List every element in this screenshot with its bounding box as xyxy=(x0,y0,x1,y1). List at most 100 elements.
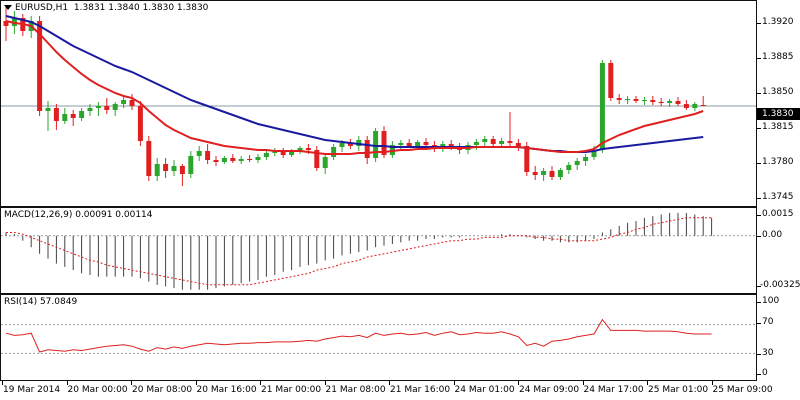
time-axis[interactable]: 19 Mar 2014 20 Mar 00:00 20 Mar 08:00 20 Ma… xyxy=(0,381,800,400)
price-level-label: 1.3815 xyxy=(762,122,794,132)
collapse-triangle-icon[interactable] xyxy=(4,5,12,10)
candle-body xyxy=(473,142,479,145)
candle-body xyxy=(263,153,269,157)
rsi-level-label: 30 xyxy=(762,348,774,358)
price-tick xyxy=(757,128,761,129)
candle-body xyxy=(608,63,614,98)
rsi-pane[interactable]: RSI(14) 57.0849 xyxy=(0,294,757,381)
candle-body xyxy=(87,108,93,111)
candle-body xyxy=(53,108,59,121)
time-tick xyxy=(324,381,326,385)
candle-body xyxy=(448,144,454,147)
candle-body xyxy=(574,161,580,165)
candle-body xyxy=(104,106,110,110)
price-level-label: 1.3850 xyxy=(762,87,794,97)
candle-body xyxy=(37,21,43,111)
candle-body xyxy=(406,143,412,146)
price-tick xyxy=(757,93,761,94)
candle-body xyxy=(423,142,429,145)
candle-body xyxy=(524,146,530,172)
macd-pane[interactable]: MACD(12,26,9) 0.00091 0.00114 xyxy=(0,207,757,294)
candle-body xyxy=(658,102,664,103)
price-level-label: 1.3745 xyxy=(762,192,794,202)
candle-body xyxy=(415,142,421,146)
rsi-axis[interactable]: 100 70 30 0 xyxy=(757,294,800,381)
macd-level-label: -0.00325 xyxy=(760,280,800,290)
rsi-tick xyxy=(757,323,761,324)
candle-body xyxy=(179,166,185,174)
candle-body xyxy=(490,139,496,144)
ohlc-readout: 1.3831 1.3840 1.3830 1.3830 xyxy=(73,3,209,13)
rsi-tick xyxy=(757,302,761,303)
candle-body xyxy=(188,156,194,174)
time-label: 24 Mar 09:00 xyxy=(519,385,580,395)
candle-body xyxy=(549,171,555,177)
candle-body xyxy=(667,101,673,103)
time-label: 19 Mar 2014 xyxy=(3,385,61,395)
price-level-label: 1.3885 xyxy=(762,52,794,62)
time-label: 24 Mar 17:00 xyxy=(583,385,644,395)
candle-body xyxy=(507,141,513,143)
candle-body xyxy=(364,140,370,158)
rsi-tick xyxy=(757,374,761,375)
candle-body xyxy=(146,141,152,176)
macd-tick xyxy=(757,215,761,216)
candle-body xyxy=(238,159,244,161)
rsi-level-label: 100 xyxy=(762,296,780,306)
price-level-label: 1.3780 xyxy=(762,157,794,167)
time-label: 20 Mar 16:00 xyxy=(196,385,257,395)
candle-body xyxy=(314,150,320,168)
candle-body xyxy=(171,166,177,171)
price-tick xyxy=(757,23,761,24)
candle-body xyxy=(557,170,563,177)
candle-body xyxy=(641,100,647,101)
candle-body xyxy=(62,114,68,121)
candle-body xyxy=(331,147,337,157)
macd-signal-line xyxy=(6,217,712,286)
price-level-label: 1.3920 xyxy=(762,17,794,27)
macd-axis[interactable]: 0.0015 0.00 -0.00325 xyxy=(757,207,800,294)
candle-body xyxy=(121,100,127,104)
time-label: 20 Mar 00:00 xyxy=(67,385,128,395)
candle-body xyxy=(213,160,219,162)
price-axis[interactable]: 1.3920 1.3885 1.3850 1.3815 1.3780 1.374… xyxy=(757,0,800,207)
candle-body xyxy=(650,100,656,102)
candle-body xyxy=(79,111,85,118)
time-tick xyxy=(260,381,261,385)
time-tick xyxy=(518,381,519,385)
candle-body xyxy=(339,143,345,147)
candle-body xyxy=(347,143,353,146)
candle-body xyxy=(675,101,681,104)
price-chart-title: EURUSD,H1 1.3831 1.3840 1.3830 1.3830 xyxy=(4,3,208,13)
candle-body xyxy=(70,114,76,118)
time-label: 21 Mar 00:00 xyxy=(261,385,322,395)
candle-body xyxy=(129,100,135,106)
price-chart[interactable] xyxy=(1,1,756,206)
candle-body xyxy=(196,151,202,156)
macd-tick xyxy=(757,286,761,287)
macd-level-label: 0.0015 xyxy=(762,209,794,219)
candle-body xyxy=(95,106,101,108)
price-tick xyxy=(757,198,761,199)
time-tick xyxy=(389,381,390,385)
rsi-chart[interactable] xyxy=(1,295,756,380)
rsi-level-label: 70 xyxy=(762,317,774,327)
candle-body xyxy=(583,157,589,161)
time-label: 21 Mar 16:00 xyxy=(390,385,451,395)
time-label: 25 Mar 01:00 xyxy=(648,385,709,395)
price-chart-pane[interactable]: EURUSD,H1 1.3831 1.3840 1.3830 1.3830 xyxy=(0,0,757,207)
candle-body xyxy=(289,152,295,155)
candle-body xyxy=(305,148,311,150)
time-tick xyxy=(453,381,455,385)
candle-body xyxy=(373,131,379,158)
candle-body xyxy=(322,157,328,168)
time-tick xyxy=(582,381,584,385)
time-tick xyxy=(131,381,132,385)
price-tick xyxy=(757,163,761,164)
candle-body xyxy=(247,159,253,160)
candle-body xyxy=(112,104,118,110)
slow-moving-average-line xyxy=(5,15,704,153)
candle-body xyxy=(692,104,698,108)
macd-chart[interactable] xyxy=(1,208,756,293)
candle-body xyxy=(633,99,639,101)
